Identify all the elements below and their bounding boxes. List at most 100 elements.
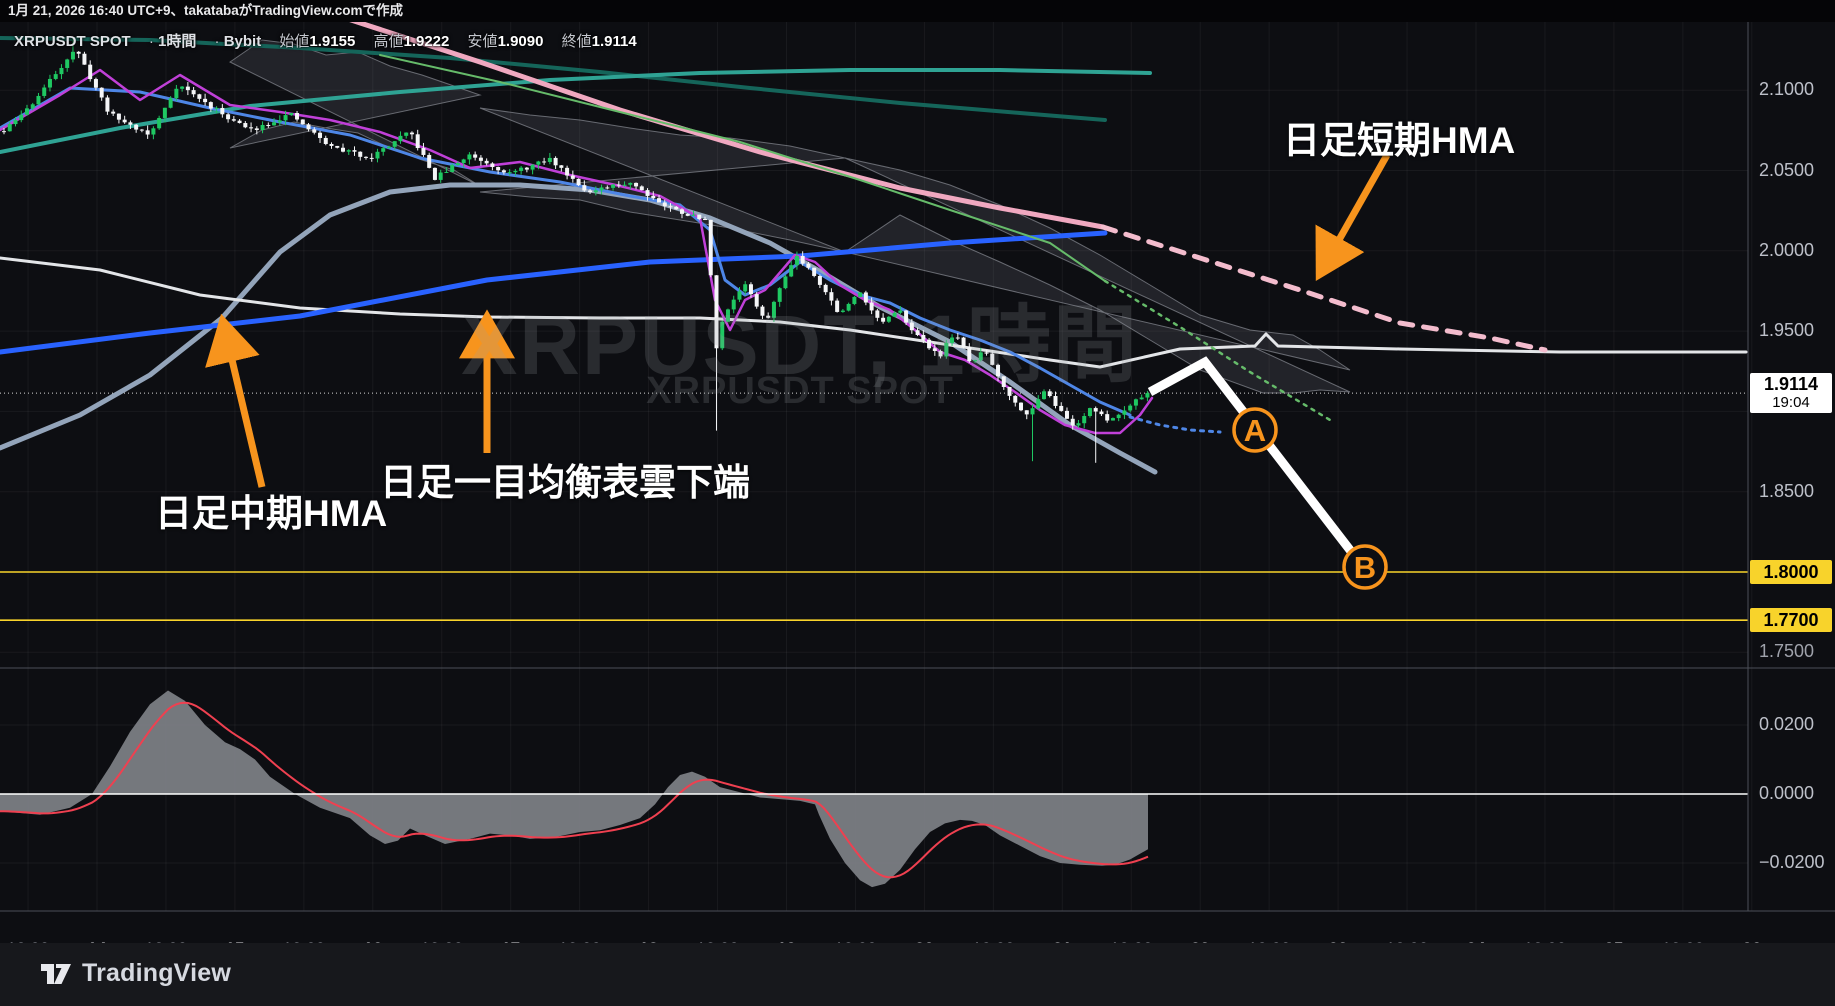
candle bbox=[588, 190, 593, 193]
candle bbox=[191, 90, 196, 95]
level-price-badge: 1.7700 bbox=[1750, 608, 1832, 633]
candle bbox=[93, 79, 98, 88]
candle bbox=[427, 154, 432, 168]
candle bbox=[1093, 408, 1098, 412]
candle bbox=[915, 330, 920, 336]
tradingview-mark-icon bbox=[41, 963, 71, 984]
candle bbox=[180, 86, 185, 89]
candle bbox=[1099, 411, 1104, 415]
candle bbox=[668, 206, 673, 208]
ichimoku-cloud bbox=[479, 107, 846, 253]
candle bbox=[501, 170, 506, 173]
candle bbox=[547, 157, 552, 162]
candle bbox=[875, 310, 880, 318]
white-cloud-bottom bbox=[0, 256, 1748, 369]
candle bbox=[421, 148, 426, 155]
forecast-zigzag[interactable] bbox=[1147, 356, 1364, 566]
candle bbox=[789, 265, 794, 277]
candle bbox=[358, 151, 363, 157]
legend-interval[interactable]: 1時間 bbox=[158, 33, 197, 50]
candle bbox=[812, 267, 817, 276]
candle bbox=[289, 113, 294, 116]
chart-canvas[interactable]: AB bbox=[0, 22, 1835, 943]
last-price-badge: 1.9114 19:04 bbox=[1750, 373, 1832, 414]
marker-label-A: A bbox=[1244, 413, 1266, 448]
candle bbox=[168, 98, 173, 108]
candle bbox=[398, 135, 403, 142]
candle bbox=[973, 359, 978, 362]
candle bbox=[404, 132, 409, 136]
candle bbox=[559, 165, 564, 168]
candle bbox=[134, 124, 139, 130]
candle bbox=[1036, 399, 1041, 409]
candle bbox=[254, 128, 259, 130]
candle bbox=[381, 148, 386, 152]
candle bbox=[990, 353, 995, 365]
high-label: 高値 bbox=[373, 33, 404, 50]
candle bbox=[984, 352, 989, 354]
candle bbox=[909, 322, 914, 331]
candle bbox=[1139, 397, 1144, 400]
candle bbox=[1053, 396, 1058, 406]
candle bbox=[409, 132, 414, 135]
candle bbox=[1059, 405, 1064, 411]
osc-tick-label: 0.0000 bbox=[1759, 783, 1815, 803]
candle bbox=[725, 309, 730, 322]
high-value: 1.9222 bbox=[403, 33, 450, 50]
candle bbox=[565, 167, 570, 176]
candle bbox=[30, 104, 35, 109]
candle bbox=[967, 347, 972, 362]
candle bbox=[1145, 393, 1150, 398]
candle bbox=[369, 157, 374, 159]
bar-countdown: 19:04 bbox=[1772, 394, 1810, 412]
candle bbox=[898, 310, 903, 313]
candle bbox=[869, 302, 874, 311]
annotation-arrow[interactable] bbox=[1315, 153, 1391, 281]
candle bbox=[1001, 376, 1006, 387]
candle bbox=[628, 182, 633, 185]
candle bbox=[473, 154, 478, 158]
candle bbox=[208, 102, 213, 109]
candle bbox=[295, 113, 300, 120]
candle bbox=[691, 214, 696, 216]
candle bbox=[932, 348, 937, 352]
candle bbox=[461, 159, 466, 164]
candle bbox=[731, 299, 736, 310]
candle bbox=[754, 294, 759, 307]
annotation-mid-hma[interactable]: 日足中期HMA bbox=[155, 493, 388, 534]
candle bbox=[277, 120, 282, 123]
candle bbox=[927, 339, 932, 349]
candle bbox=[622, 184, 627, 186]
candle bbox=[145, 130, 150, 135]
tradingview-logo[interactable]: TradingView bbox=[40, 959, 231, 988]
candle bbox=[645, 190, 650, 196]
annotation-short-hma[interactable]: 日足短期HMA bbox=[1283, 120, 1516, 161]
candle bbox=[1013, 395, 1018, 403]
candle bbox=[611, 184, 616, 188]
candle bbox=[616, 184, 621, 186]
candle bbox=[743, 284, 748, 292]
candle bbox=[450, 165, 455, 172]
candle bbox=[760, 306, 765, 316]
candle bbox=[82, 53, 87, 65]
candle bbox=[702, 219, 707, 221]
marker-circle-A[interactable] bbox=[1232, 407, 1278, 453]
candle bbox=[496, 167, 501, 171]
candle bbox=[708, 219, 713, 276]
marker-circle-B[interactable] bbox=[1342, 544, 1388, 590]
symbol-legend[interactable]: XRPUSDT SPOT · 1時間 · Bybit 始値1.9155 高値1.… bbox=[14, 30, 637, 51]
legend-symbol[interactable]: XRPUSDT SPOT bbox=[14, 33, 131, 50]
candle bbox=[151, 128, 156, 135]
annotation-cloud-bottom[interactable]: 日足一目均衡表雲下端 bbox=[380, 462, 750, 503]
blue-ma bbox=[0, 86, 1132, 417]
candle bbox=[996, 364, 1001, 377]
candle bbox=[1082, 416, 1087, 424]
candle bbox=[438, 172, 443, 180]
annotation-arrow[interactable] bbox=[205, 313, 266, 488]
candle bbox=[542, 161, 547, 163]
green-ma-proj bbox=[1103, 279, 1332, 422]
candle bbox=[1133, 399, 1138, 406]
candle bbox=[243, 123, 248, 128]
candle bbox=[1076, 423, 1081, 426]
